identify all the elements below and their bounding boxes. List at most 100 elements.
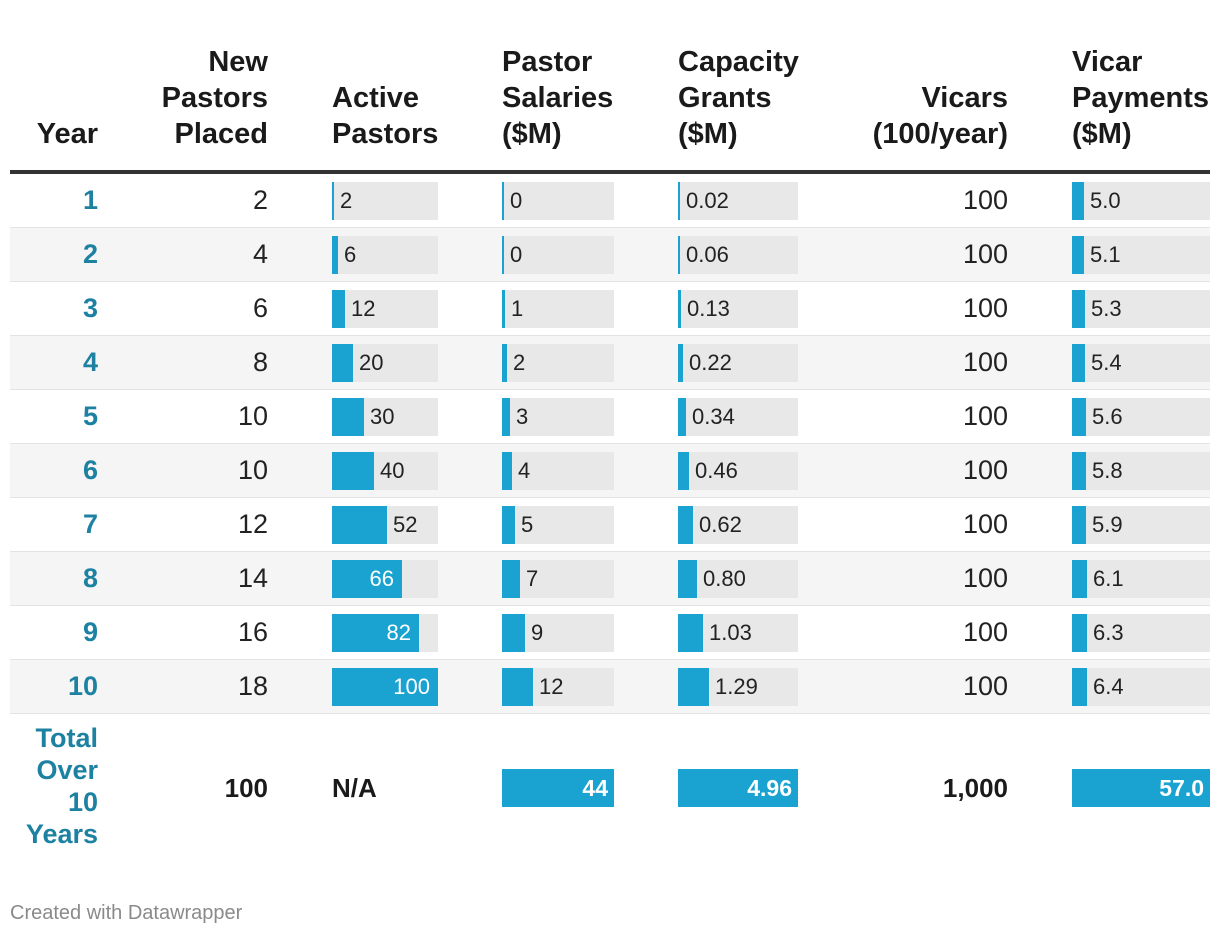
column-header-line: Pastors xyxy=(161,82,268,114)
column-header-line: ($M) xyxy=(678,118,738,150)
vicar-payments-bar xyxy=(1072,668,1087,706)
table-row: 5 10 30 3 0.34 100 5.6 xyxy=(10,390,1210,444)
capacity-grants-bar xyxy=(678,290,681,328)
new-pastors-cell: 16 xyxy=(237,617,268,647)
column-header-line: Grants xyxy=(678,82,772,114)
active-pastors-bar-track: 82 xyxy=(332,614,438,652)
column-header-line: Vicar xyxy=(1072,46,1143,78)
vicar-payments-label: 6.3 xyxy=(1093,620,1124,645)
pastor-salaries-bar-track: 5 xyxy=(502,506,614,544)
total-row: Total Over 10 Years 100 N/A 1,000 44 4.96 57.0 xyxy=(10,714,1210,864)
capacity-grants-bar xyxy=(678,344,683,382)
vicar-payments-bar xyxy=(1072,290,1085,328)
new-pastors-cell: 10 xyxy=(237,401,268,431)
pastor-salaries-bar xyxy=(502,236,504,274)
new-pastors-cell: 12 xyxy=(237,509,268,539)
vicar-payments-label: 5.9 xyxy=(1092,512,1123,537)
pastor-salaries-bar xyxy=(502,614,525,652)
column-header-line: Capacity xyxy=(678,46,799,78)
total-vicars: 1,000 xyxy=(942,773,1008,803)
vicar-payments-bar-track: 5.1 xyxy=(1072,236,1210,274)
pastor-salaries-bar xyxy=(502,398,510,436)
table-row: 8 14 66 7 0.80 100 6.1 xyxy=(10,552,1210,606)
column-header-capacity-grants: Capacity Grants ($M) xyxy=(678,44,799,152)
year-cell: 5 xyxy=(82,401,98,431)
active-pastors-label: 52 xyxy=(393,512,418,537)
vicar-payments-bar xyxy=(1072,182,1084,220)
year-cell: 4 xyxy=(82,347,98,377)
pastor-salaries-bar xyxy=(502,290,505,328)
new-pastors-cell: 6 xyxy=(252,293,268,323)
capacity-grants-label: 0.22 xyxy=(689,350,732,375)
year-cell: 10 xyxy=(67,671,98,701)
vicar-payments-bar-track: 5.6 xyxy=(1072,398,1210,436)
pastor-salaries-label: 7 xyxy=(526,566,539,591)
active-pastors-label: 66 xyxy=(369,566,394,591)
vicar-payments-bar-track: 6.1 xyxy=(1072,560,1210,598)
capacity-grants-bar-track: 1.29 xyxy=(678,668,798,706)
vicars-cell: 100 xyxy=(962,671,1008,701)
column-header-line: Payments xyxy=(1072,82,1210,114)
credit-text: Created with Datawrapper xyxy=(10,902,243,924)
capacity-grants-bar-track: 0.80 xyxy=(678,560,798,598)
column-header-line: Placed xyxy=(174,118,269,150)
column-header-active-pastors: Active Pastors xyxy=(332,80,438,152)
total-label-line: Over xyxy=(36,755,98,785)
vicar-payments-bar xyxy=(1072,398,1086,436)
vicar-payments-bar-track: 5.4 xyxy=(1072,344,1210,382)
vicar-payments-label: 5.0 xyxy=(1090,188,1121,213)
active-pastors-bar xyxy=(332,452,374,490)
year-cell: 2 xyxy=(82,239,98,269)
new-pastors-cell: 4 xyxy=(252,239,268,269)
active-pastors-bar xyxy=(332,398,364,436)
new-pastors-cell: 14 xyxy=(237,563,268,593)
capacity-grants-label: 1.29 xyxy=(715,674,758,699)
total-label-line: Years xyxy=(25,819,98,849)
active-pastors-label: 30 xyxy=(370,404,395,429)
capacity-grants-bar xyxy=(678,506,693,544)
pastor-salaries-bar-track: 4 xyxy=(502,452,614,490)
vicars-cell: 100 xyxy=(962,185,1008,215)
column-header-line: Pastors xyxy=(332,118,439,150)
pastor-salaries-bar xyxy=(502,182,504,220)
table-row: 10 18 100 12 1.29 100 6.4 xyxy=(10,660,1210,714)
column-header-line: Pastor xyxy=(502,46,593,78)
column-header-line: ($M) xyxy=(1072,118,1132,150)
column-header-vicars: Vicars (100/year) xyxy=(810,80,1008,152)
capacity-grants-label: 0.80 xyxy=(703,566,746,591)
active-pastors-bar-track: 2 xyxy=(332,182,438,220)
active-pastors-bar-track: 40 xyxy=(332,452,438,490)
year-cell: 1 xyxy=(82,185,98,215)
active-pastors-label: 6 xyxy=(344,242,357,267)
column-header-vicar-payments: Vicar Payments ($M) xyxy=(1072,44,1212,152)
capacity-grants-bar-track: 1.03 xyxy=(678,614,798,652)
vicar-payments-bar xyxy=(1072,614,1087,652)
table-row: 2 4 6 0 0.06 100 5.1 xyxy=(10,228,1210,282)
table-row: 7 12 52 5 0.62 100 5.9 xyxy=(10,498,1210,552)
pastor-salaries-bar xyxy=(502,506,515,544)
active-pastors-bar-track: 66 xyxy=(332,560,438,598)
capacity-grants-bar-track: 0.06 xyxy=(678,236,798,274)
pastor-salaries-bar-track: 0 xyxy=(502,236,614,274)
table-header: Year New Pastors Placed Active Pastors Pastor S… xyxy=(10,0,1210,174)
pastor-salaries-bar-track: 0 xyxy=(502,182,614,220)
column-header-line: (100/year) xyxy=(872,118,1008,150)
vicar-payments-bar-track: 6.3 xyxy=(1072,614,1210,652)
vicar-payments-label: 5.8 xyxy=(1092,458,1123,483)
pastor-salaries-label: 9 xyxy=(531,620,544,645)
column-header-year: Year xyxy=(10,116,98,152)
active-pastors-bar xyxy=(332,182,334,220)
vicar-payments-label: 5.6 xyxy=(1092,404,1123,429)
total-label-line: 10 xyxy=(67,787,98,817)
active-pastors-label: 20 xyxy=(359,350,384,375)
new-pastors-cell: 8 xyxy=(252,347,268,377)
vicars-cell: 100 xyxy=(962,347,1008,377)
capacity-grants-bar xyxy=(678,452,689,490)
total-capacity-grants-bar: 4.96 xyxy=(678,769,798,807)
vicar-payments-label: 5.3 xyxy=(1091,296,1122,321)
capacity-grants-bar xyxy=(678,560,697,598)
column-header-line: Year xyxy=(36,118,98,150)
column-header-new-pastors: New Pastors Placed xyxy=(110,44,268,152)
vicars-cell: 100 xyxy=(962,509,1008,539)
capacity-grants-label: 1.03 xyxy=(709,620,752,645)
